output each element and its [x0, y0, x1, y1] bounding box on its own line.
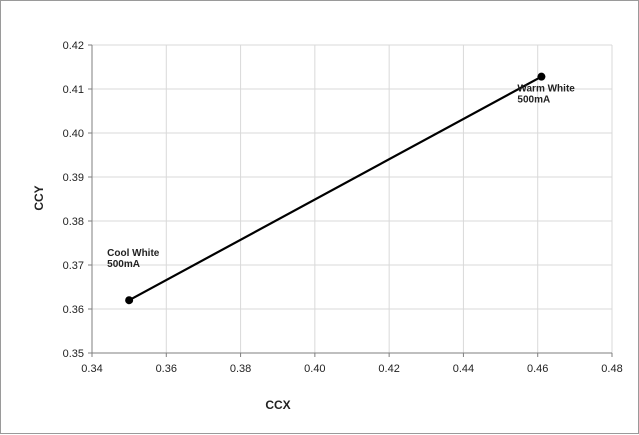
annotation-line: Warm White: [517, 84, 575, 95]
annotation-line: Cool White: [107, 248, 160, 259]
y-tick-label: 0.38: [63, 216, 84, 228]
point-annotation: Cool White 500mA: [107, 248, 160, 270]
x-tick-label: 0.48: [601, 363, 622, 375]
x-tick-label: 0.34: [81, 363, 102, 375]
annotation-line: 500mA: [107, 259, 140, 270]
series-line: [128, 75, 542, 302]
axes: [88, 44, 613, 357]
x-tick-label: 0.36: [156, 363, 177, 375]
x-axis-title: CCX: [265, 398, 290, 412]
annotation-line: 500mA: [517, 95, 550, 106]
y-tick-label: 0.42: [63, 40, 84, 52]
point-annotation: Warm White 500mA: [517, 84, 575, 106]
y-axis-title: CCY: [32, 185, 46, 210]
data-point: [125, 296, 134, 305]
x-tick-label: 0.38: [230, 363, 251, 375]
y-tick-label: 0.36: [63, 304, 84, 316]
y-tick-label: 0.37: [63, 260, 84, 272]
x-tick-label: 0.44: [453, 363, 474, 375]
y-tick-label: 0.35: [63, 348, 84, 360]
x-tick-label: 0.40: [304, 363, 325, 375]
x-tick-labels: 0.34 0.36 0.38 0.40 0.42 0.44 0.46 0.48: [81, 363, 622, 375]
y-tick-label: 0.39: [63, 172, 84, 184]
y-tick-labels: 0.35 0.36 0.37 0.38 0.39 0.40 0.41 0.42: [63, 40, 84, 360]
gridlines: [91, 44, 613, 354]
y-tick-label: 0.40: [63, 128, 84, 140]
x-tick-label: 0.42: [378, 363, 399, 375]
y-tick-label: 0.41: [63, 84, 84, 96]
series: [125, 72, 546, 305]
data-point: [537, 72, 546, 81]
x-tick-label: 0.46: [527, 363, 548, 375]
